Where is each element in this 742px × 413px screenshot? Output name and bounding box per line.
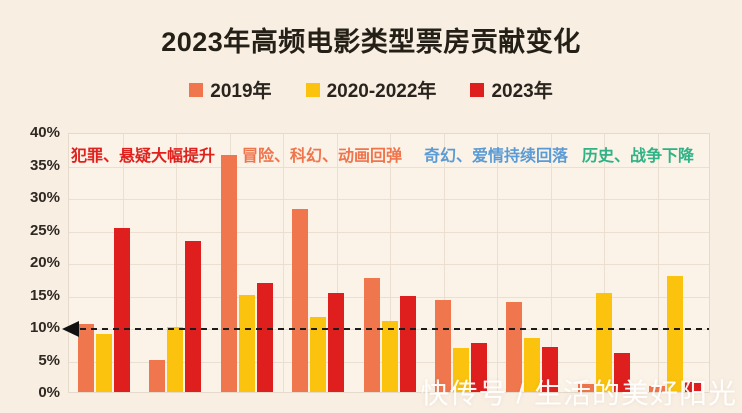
h-gridline xyxy=(69,296,709,298)
bar-group9-series2 xyxy=(667,276,684,392)
bar-group5-series2 xyxy=(381,320,398,392)
y-axis-tick-label: 40% xyxy=(29,124,60,141)
legend: 2019年 2020-2022年 2023年 xyxy=(0,76,742,103)
annotation-adventure-scifi-animation-rebound: 冒险、科幻、动画回弹 xyxy=(241,148,403,165)
bar-group2-series1 xyxy=(149,359,166,392)
bar-group6-series2 xyxy=(453,347,469,392)
legend-swatch-icon xyxy=(189,82,204,97)
legend-item-1: 2019年 xyxy=(189,76,272,103)
bar-group8-series3 xyxy=(613,353,630,392)
v-gridline xyxy=(176,134,177,392)
plot-area: 犯罪、悬疑大幅提升 冒险、科幻、动画回弹 奇幻、爱情持续回落 历史、战争下降 xyxy=(62,133,710,393)
watermark: 快传号 / 生活的美好阳光 xyxy=(420,378,737,409)
y-axis-tick-label: 20% xyxy=(29,254,60,271)
h-gridline xyxy=(69,166,709,168)
annotation-history-war-drop: 历史、战争下降 xyxy=(581,148,695,165)
bar-group3-series3 xyxy=(256,282,273,392)
bar-group4-series2 xyxy=(310,317,327,392)
v-gridline xyxy=(550,134,552,392)
y-axis-tick-label: 35% xyxy=(29,156,60,174)
v-gridline xyxy=(443,134,445,392)
h-gridline xyxy=(69,231,709,233)
bar-group8-series1 xyxy=(577,383,594,392)
bar-group1-series2 xyxy=(96,333,112,392)
v-gridline xyxy=(657,134,659,392)
y-axis-tick-label: 10% xyxy=(29,319,60,336)
h-gridline xyxy=(69,199,709,200)
y-axis-tick-label: 30% xyxy=(29,189,60,206)
y-axis-tick-label: 0% xyxy=(38,384,60,401)
v-gridline xyxy=(497,134,498,392)
left-arrow-icon xyxy=(62,321,79,337)
legend-label: 2023年 xyxy=(491,81,553,102)
bar-group5-series3 xyxy=(399,295,416,392)
bar-group4-series3 xyxy=(328,292,345,392)
v-gridline xyxy=(390,134,391,392)
bar-group6-series3 xyxy=(471,342,487,392)
v-gridline xyxy=(604,134,605,392)
bar-group1-series3 xyxy=(114,227,130,392)
bar-group9-series3 xyxy=(685,382,702,392)
bar-group2-series3 xyxy=(185,241,202,392)
legend-label: 2019年 xyxy=(210,81,272,102)
legend-item-2: 2020-2022年 xyxy=(305,76,437,103)
y-axis-tick-label: 15% xyxy=(29,286,60,304)
bar-group8-series2 xyxy=(595,293,612,392)
v-gridline xyxy=(336,134,338,392)
bar-group7-series2 xyxy=(524,338,541,392)
annotation-crime-suspense-rise: 犯罪、悬疑大幅提升 xyxy=(70,148,216,165)
legend-label: 2020-2022年 xyxy=(326,81,437,102)
bar-group5-series1 xyxy=(363,278,380,392)
chart-title: 2023年高频电影类型票房贡献变化 xyxy=(161,27,581,57)
bar-group7-series3 xyxy=(542,346,559,392)
y-axis-tick-label: 5% xyxy=(38,351,60,369)
bar-group1-series1 xyxy=(78,323,94,392)
bar-group7-series1 xyxy=(506,302,523,392)
bar-group2-series2 xyxy=(167,327,184,392)
bar-group6-series1 xyxy=(435,299,451,392)
bar-group9-series1 xyxy=(649,385,666,392)
y-axis-tick-label: 25% xyxy=(29,221,60,239)
h-gridline xyxy=(69,264,709,265)
bar-group3-series1 xyxy=(220,154,237,392)
v-gridline xyxy=(283,134,284,392)
legend-swatch-icon xyxy=(470,82,485,97)
bar-group4-series1 xyxy=(292,208,309,392)
legend-swatch-icon xyxy=(305,82,320,97)
bar-group3-series2 xyxy=(238,294,255,392)
reference-line-10pct xyxy=(69,328,709,330)
annotation-fantasy-romance-decline: 奇幻、爱情持续回落 xyxy=(423,148,569,165)
legend-item-3: 2023年 xyxy=(470,76,553,103)
